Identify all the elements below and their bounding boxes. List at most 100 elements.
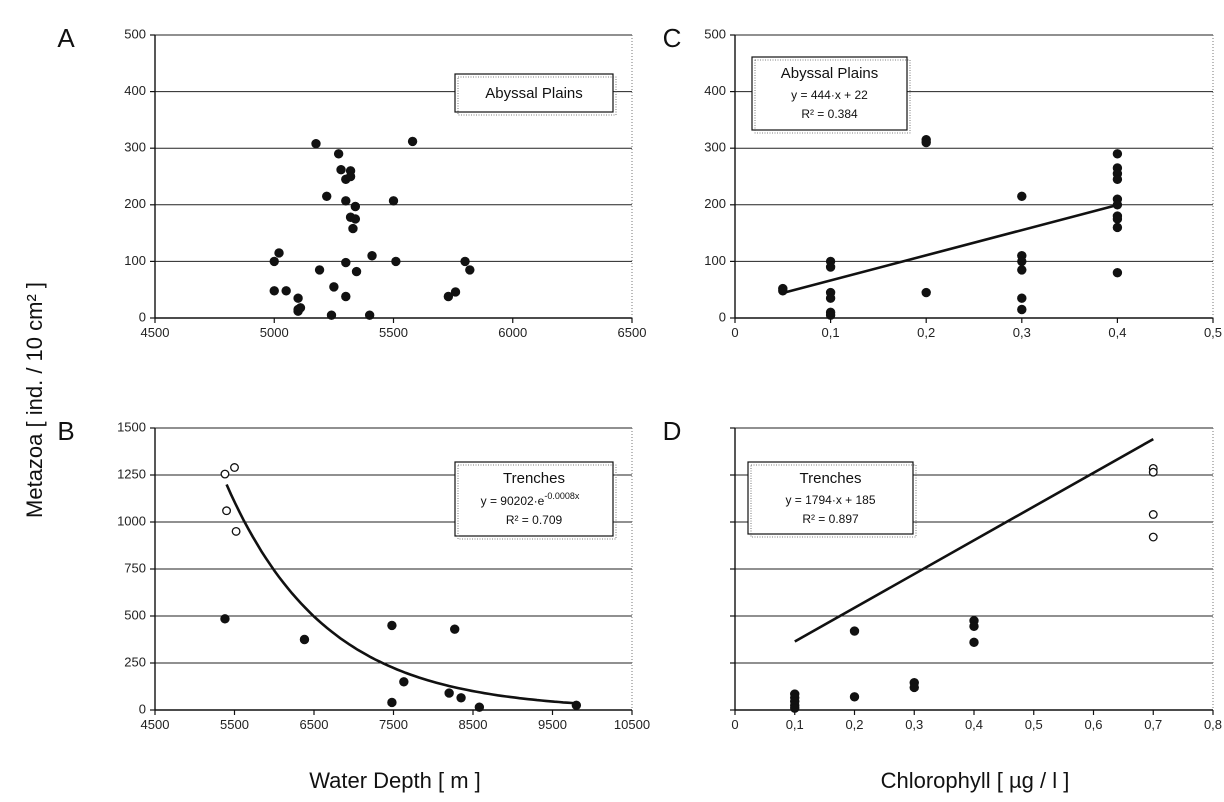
data-point xyxy=(350,201,361,212)
legend-frame xyxy=(454,461,614,537)
x-tick-label: 0,7 xyxy=(1144,717,1162,732)
data-point xyxy=(295,303,306,313)
x-tick-label: 6500 xyxy=(300,717,329,732)
data-point-open xyxy=(220,469,230,479)
data-point-open xyxy=(1148,510,1158,519)
x-tick-label: 0,5 xyxy=(1204,325,1222,340)
data-point xyxy=(348,223,358,234)
y-tick-label: 1000 xyxy=(117,513,146,528)
x-tick-label: 5000 xyxy=(260,325,289,340)
y-tick-label: 200 xyxy=(704,196,726,211)
legend-box: Trenches y = 90202·e-0.0008x R² = 0.709 xyxy=(454,461,617,540)
x-tick-label: 10500 xyxy=(614,717,650,732)
data-point xyxy=(444,688,454,698)
data-point xyxy=(341,291,351,302)
data-point-open xyxy=(231,526,241,536)
data-point xyxy=(456,693,466,703)
x-tick-label: 6500 xyxy=(618,325,647,340)
y-tick-label: 500 xyxy=(124,607,146,622)
x-tick-label: 8500 xyxy=(459,717,488,732)
x-tick-label: 0,3 xyxy=(1013,325,1031,340)
data-point xyxy=(326,310,337,320)
x-tick-label: 4500 xyxy=(141,325,170,340)
legend-eq-exponent: -0.0008x xyxy=(544,491,580,501)
data-point xyxy=(387,620,397,631)
data-point xyxy=(825,262,836,272)
data-point xyxy=(778,286,788,296)
data-point xyxy=(333,149,344,159)
legend-title: Abyssal Plains xyxy=(485,85,583,102)
x-axis-title-left: Water Depth [ m ] xyxy=(309,768,481,793)
legend-line: R² = 0.709 xyxy=(506,513,563,527)
data-point xyxy=(1017,304,1027,315)
data-point xyxy=(351,266,362,277)
x-tick-label: 9500 xyxy=(538,717,567,732)
trend-line xyxy=(225,483,577,705)
data-point xyxy=(450,287,461,297)
legend-title: Trenches xyxy=(503,470,565,487)
y-tick-label: 500 xyxy=(124,26,146,41)
data-point xyxy=(969,621,979,632)
panel-letter: A xyxy=(57,23,75,53)
panel-letter: D xyxy=(663,416,682,446)
legend-frame xyxy=(747,461,914,535)
legend-frame xyxy=(454,73,614,113)
y-tick-label: 0 xyxy=(139,309,146,324)
data-point xyxy=(220,614,230,624)
legend-line: R² = 0.384 xyxy=(801,107,858,121)
data-point xyxy=(1112,214,1123,224)
x-tick-label: 4500 xyxy=(141,717,170,732)
legend-shadow xyxy=(457,76,617,116)
y-tick-label: 300 xyxy=(704,140,726,155)
data-point xyxy=(1112,268,1123,278)
data-point xyxy=(921,287,931,298)
data-point xyxy=(450,624,460,634)
data-point xyxy=(1017,265,1027,275)
data-point xyxy=(1112,149,1123,159)
data-point xyxy=(571,700,582,710)
x-tick-label: 0 xyxy=(731,325,738,340)
legend-box: Abyssal Plains xyxy=(454,73,617,116)
data-point xyxy=(825,310,836,320)
data-point xyxy=(274,248,284,258)
x-tick-label: 0,8 xyxy=(1204,717,1222,732)
panel-letter: C xyxy=(663,23,682,53)
x-tick-label: 0,6 xyxy=(1084,717,1102,732)
x-tick-label: 6000 xyxy=(498,325,527,340)
panel-a: A 0 100 200 300 400 500 4500 5000 5500 6000 6500 Aby… xyxy=(57,23,646,340)
data-point xyxy=(341,196,351,206)
trend-line xyxy=(794,437,1154,643)
data-point xyxy=(790,703,800,713)
x-tick-label: 0,1 xyxy=(822,325,840,340)
data-point xyxy=(1112,222,1123,233)
data-point xyxy=(399,677,409,687)
legend-box: Trenches y = 1794·x + 185 R² = 0.897 xyxy=(747,461,917,538)
x-tick-label: 0 xyxy=(731,717,738,732)
legend-title: Abyssal Plains xyxy=(781,65,879,82)
y-tick-label: 250 xyxy=(124,654,146,669)
data-point xyxy=(269,286,279,296)
data-point xyxy=(825,293,836,303)
x-tick-label: 0,2 xyxy=(845,717,863,732)
data-point xyxy=(1017,293,1027,303)
data-point xyxy=(969,637,979,648)
data-point xyxy=(388,196,399,206)
data-point xyxy=(364,310,375,320)
x-tick-label: 7500 xyxy=(379,717,408,732)
data-point xyxy=(921,137,931,148)
data-point xyxy=(322,191,332,202)
data-point xyxy=(391,256,401,267)
data-point-open xyxy=(222,506,231,516)
x-tick-label: 0,4 xyxy=(965,717,983,732)
data-point xyxy=(269,256,279,267)
panel-letter: B xyxy=(57,416,74,446)
data-point xyxy=(407,136,418,147)
legend-shadow xyxy=(457,464,617,540)
data-point xyxy=(350,214,361,224)
data-point xyxy=(311,138,321,149)
data-point xyxy=(345,171,356,182)
data-point-open xyxy=(230,463,239,472)
data-point xyxy=(281,286,291,296)
data-point xyxy=(1017,191,1027,202)
legend-equation: y = 90202·e-0.0008x xyxy=(481,491,580,508)
